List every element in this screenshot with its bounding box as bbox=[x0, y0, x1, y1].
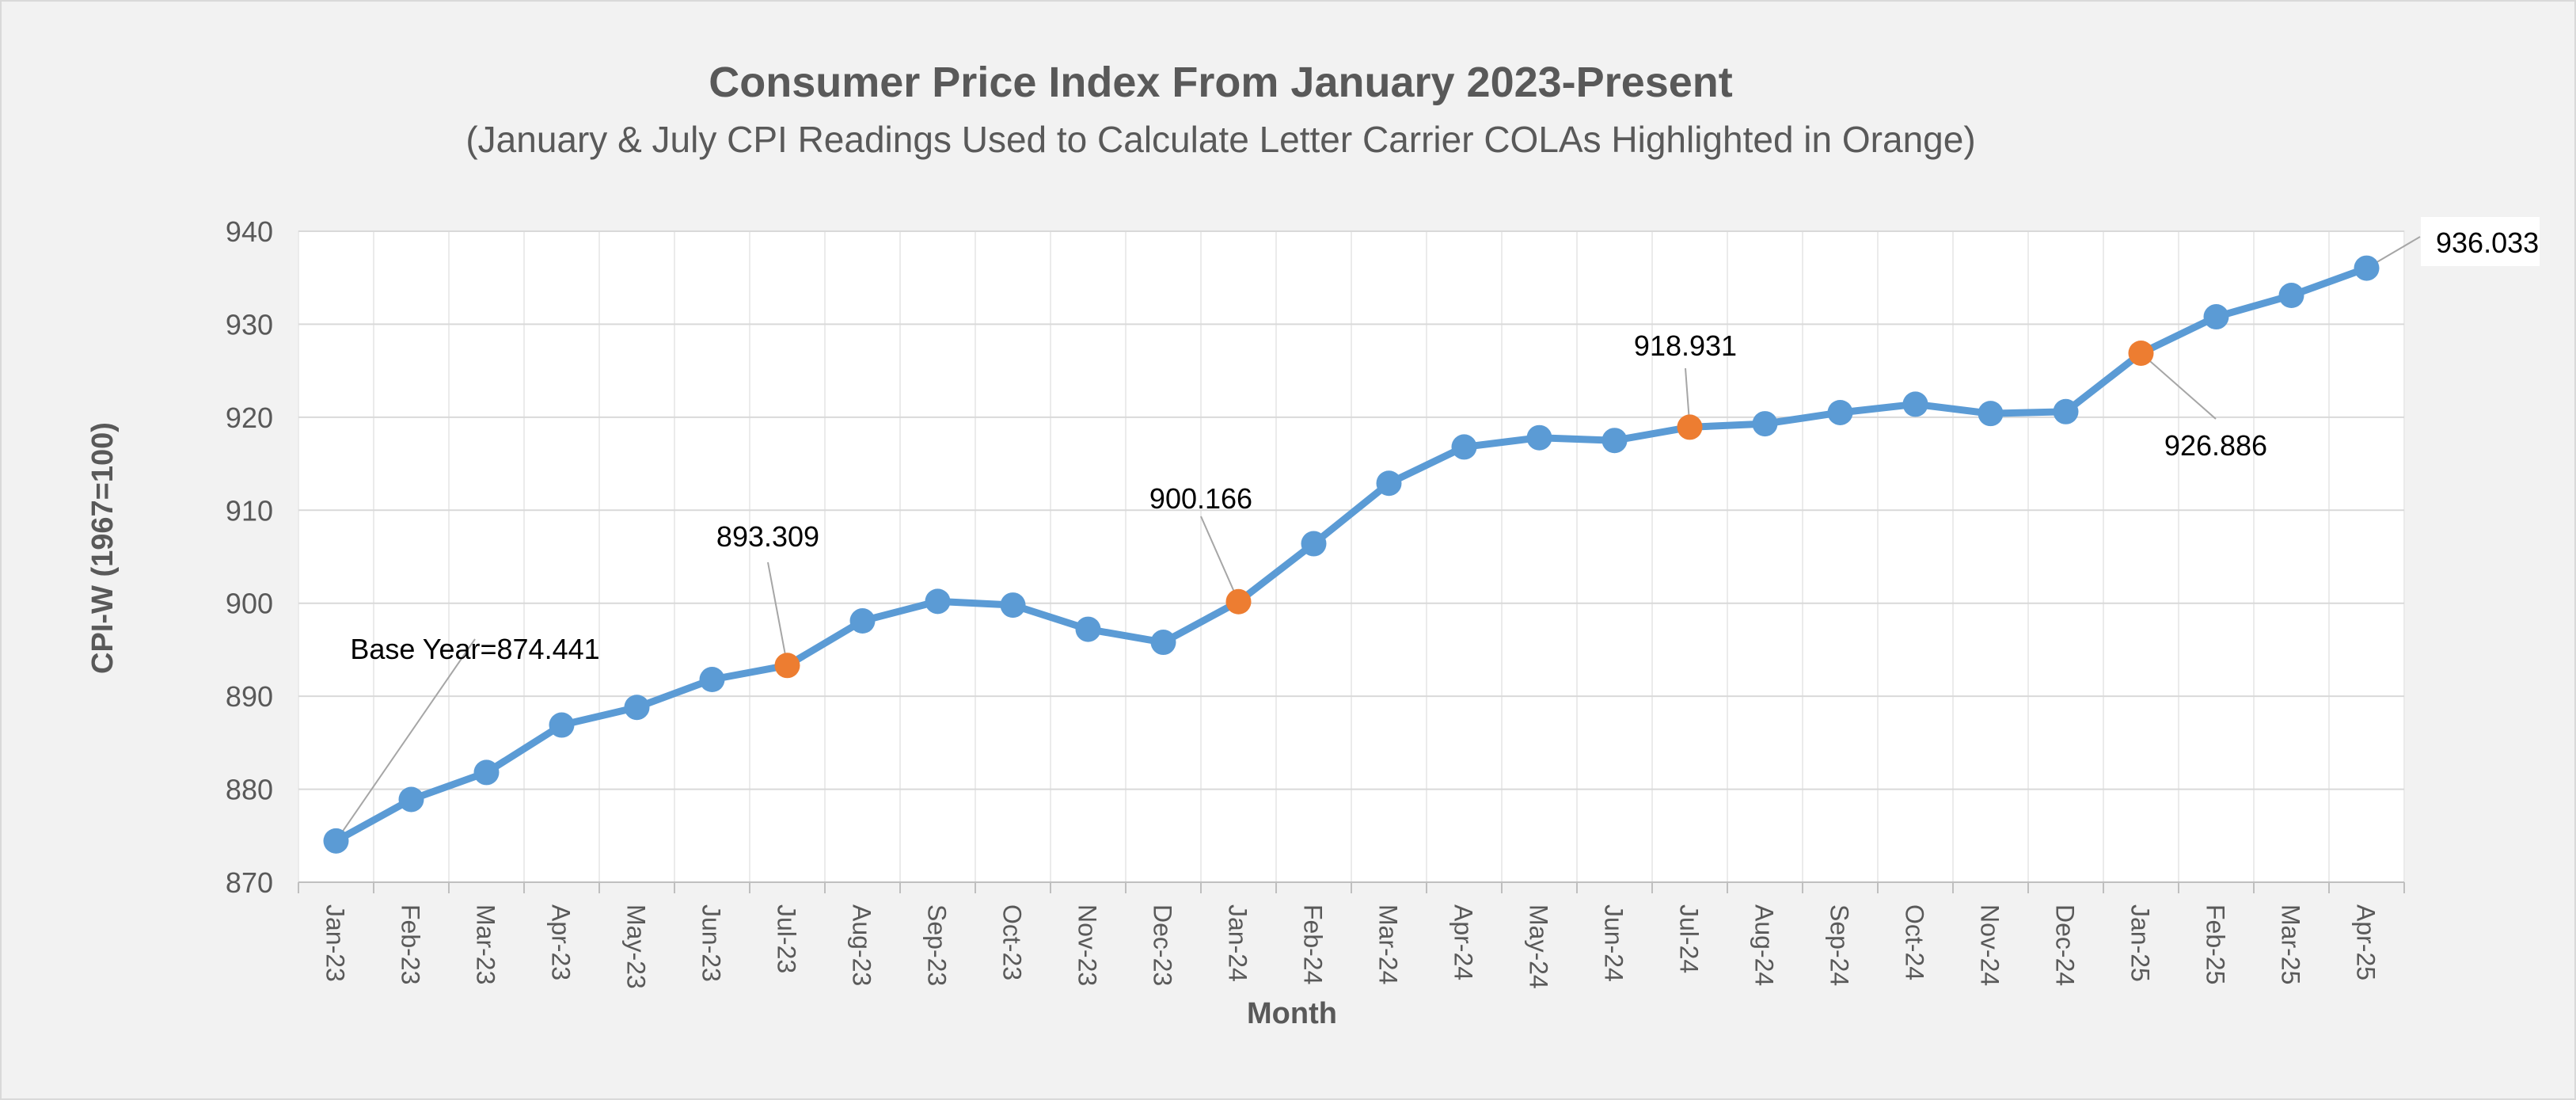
data-callout-label: 918.931 bbox=[1634, 329, 1737, 362]
x-axis-title: Month bbox=[1247, 997, 1337, 1030]
data-point bbox=[2203, 304, 2229, 330]
cola-highlight-point bbox=[1225, 588, 1252, 615]
x-tick-label: Jan-25 bbox=[2126, 904, 2155, 982]
x-tick-label: Jan-23 bbox=[321, 904, 350, 982]
y-axis-title: CPI-W (1967=100) bbox=[86, 422, 120, 674]
y-tick-label: 910 bbox=[226, 494, 273, 527]
data-point bbox=[2278, 283, 2304, 309]
data-point bbox=[398, 786, 424, 813]
callout-leader-line bbox=[767, 561, 788, 666]
callout-background bbox=[2421, 217, 2540, 266]
x-tick-label: Apr-23 bbox=[547, 904, 576, 980]
callout-labels: Base Year=874.441 893.309 900.166 918.931 92… bbox=[350, 217, 2540, 665]
data-point bbox=[624, 695, 650, 721]
x-tick-label: Jun-24 bbox=[1600, 904, 1628, 982]
cola-highlight-point bbox=[774, 653, 800, 679]
cola-highlight-point bbox=[2128, 340, 2154, 366]
data-point bbox=[473, 759, 500, 786]
data-point bbox=[849, 608, 876, 634]
x-tick-label: Dec-24 bbox=[2051, 904, 2080, 986]
x-tick-label: Nov-24 bbox=[1976, 904, 2004, 986]
y-tick-label: 890 bbox=[226, 680, 273, 713]
chart-title: Consumer Price Index From January 2023-P… bbox=[709, 59, 1733, 106]
x-tick-label: Mar-24 bbox=[1374, 904, 1403, 984]
data-point bbox=[1902, 391, 1928, 417]
x-tick-label: Feb-25 bbox=[2202, 904, 2230, 984]
data-point bbox=[1978, 401, 2004, 427]
y-tick-label: 940 bbox=[226, 215, 273, 248]
x-tick-label: Sep-24 bbox=[1826, 904, 1854, 986]
x-tick-label: Mar-25 bbox=[2277, 904, 2305, 984]
x-tick-label: Jul-23 bbox=[773, 904, 801, 973]
data-point bbox=[2354, 255, 2380, 281]
y-tick-label: 880 bbox=[226, 774, 273, 806]
data-point bbox=[1752, 411, 1778, 437]
series-layer bbox=[323, 255, 2380, 854]
data-callout-label: 900.166 bbox=[1149, 482, 1252, 515]
data-point bbox=[1601, 428, 1628, 454]
cpi-series-line bbox=[332, 265, 2370, 845]
x-tick-label: Apr-24 bbox=[1449, 904, 1478, 980]
data-point bbox=[1075, 616, 1101, 642]
x-tick-label: Aug-24 bbox=[1750, 904, 1779, 986]
x-tick-label: Feb-24 bbox=[1299, 904, 1328, 984]
x-tick-label: Nov-23 bbox=[1073, 904, 1102, 986]
data-point bbox=[2053, 398, 2079, 424]
x-tick-label: Feb-23 bbox=[397, 904, 425, 984]
x-tick-label: May-24 bbox=[1525, 904, 1553, 989]
y-tick-label: 870 bbox=[226, 866, 273, 899]
cola-highlight-point bbox=[1677, 414, 1703, 440]
x-tick-label: Jan-24 bbox=[1224, 904, 1252, 982]
data-point bbox=[1000, 592, 1026, 619]
x-tick-label: Jul-24 bbox=[1675, 904, 1704, 973]
data-callout-label: 936.033 bbox=[2436, 226, 2539, 259]
axes: 870 880 890 900 910 920 930 940 Jan-23 Feb-23 Mar-… bbox=[226, 215, 2405, 989]
x-tick-label: Oct-24 bbox=[1901, 904, 1929, 980]
y-tick-label: 900 bbox=[226, 588, 273, 620]
x-tick-label: Mar-23 bbox=[472, 904, 500, 984]
data-point bbox=[549, 712, 575, 738]
data-point bbox=[1827, 399, 1853, 425]
callout-leader-line bbox=[335, 638, 476, 842]
data-point bbox=[1301, 531, 1327, 557]
chart-subtitle: (January & July CPI Readings Used to Cal… bbox=[465, 119, 1975, 160]
x-tick-label: May-23 bbox=[622, 904, 651, 989]
x-tick-label: Apr-25 bbox=[2352, 904, 2380, 980]
x-tick-label: Oct-23 bbox=[998, 904, 1027, 980]
y-tick-label: 920 bbox=[226, 402, 273, 434]
data-point bbox=[925, 588, 951, 615]
x-tick-label: Dec-23 bbox=[1149, 904, 1177, 986]
data-callout-label: 926.886 bbox=[2164, 429, 2267, 462]
x-tick-label: Sep-23 bbox=[923, 904, 952, 986]
y-tick-label: 930 bbox=[226, 308, 273, 341]
data-point bbox=[1451, 434, 1477, 460]
data-point bbox=[1150, 630, 1176, 656]
data-callout-label: Base Year=874.441 bbox=[350, 633, 599, 665]
data-point bbox=[1376, 470, 1402, 497]
data-point bbox=[699, 667, 725, 693]
data-point bbox=[323, 828, 349, 854]
x-tick-label: Aug-23 bbox=[848, 904, 876, 986]
callout-leader-line bbox=[1200, 516, 1240, 603]
data-callout-label: 893.309 bbox=[716, 520, 819, 553]
data-point bbox=[1526, 424, 1552, 451]
callout-leader-line bbox=[2140, 352, 2217, 420]
x-tick-label: Jun-23 bbox=[697, 904, 726, 982]
